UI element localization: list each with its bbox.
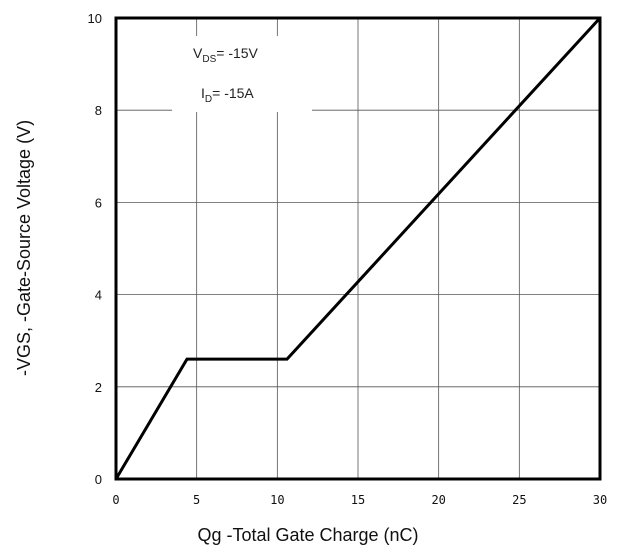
- annotation-vds: VDS= -15V: [193, 45, 259, 65]
- plot-frame: [114, 16, 602, 481]
- annotation-vds-main: V: [193, 45, 203, 61]
- y-axis-label: -VGS, -Gate-Source Voltage (V): [14, 120, 34, 376]
- ticks-layer: 0 5 10 15 20 25 30 0 2 4 6 8 10: [88, 11, 608, 507]
- annotation-id-rest: = -15A: [212, 85, 254, 101]
- y-tick-label: 0: [95, 472, 102, 487]
- y-tick-label: 6: [95, 195, 102, 210]
- y-tick-label: 8: [95, 103, 102, 118]
- series-line: [114, 16, 602, 480]
- x-axis-label: Qg -Total Gate Charge (nC): [197, 525, 418, 545]
- annotation-id-sub: D: [205, 94, 212, 105]
- annotation-id-main: I: [201, 85, 205, 101]
- series-layer: [114, 16, 602, 480]
- y-tick-label: 10: [88, 11, 102, 26]
- x-tick-label: 30: [593, 493, 607, 507]
- y-tick-label: 4: [95, 288, 102, 303]
- annotation-background: [172, 36, 312, 112]
- x-tick-label: 5: [193, 493, 200, 507]
- x-tick-label: 10: [270, 493, 284, 507]
- y-tick-label: 2: [95, 380, 102, 395]
- annotation-vds-sub: DS: [202, 54, 216, 65]
- x-tick-label: 20: [431, 493, 445, 507]
- x-tick-label: 15: [351, 493, 365, 507]
- x-tick-label: 0: [112, 493, 119, 507]
- annotation-id: ID= -15A: [201, 85, 254, 105]
- annotation-vds-rest: = -15V: [216, 45, 258, 61]
- x-tick-label: 25: [512, 493, 526, 507]
